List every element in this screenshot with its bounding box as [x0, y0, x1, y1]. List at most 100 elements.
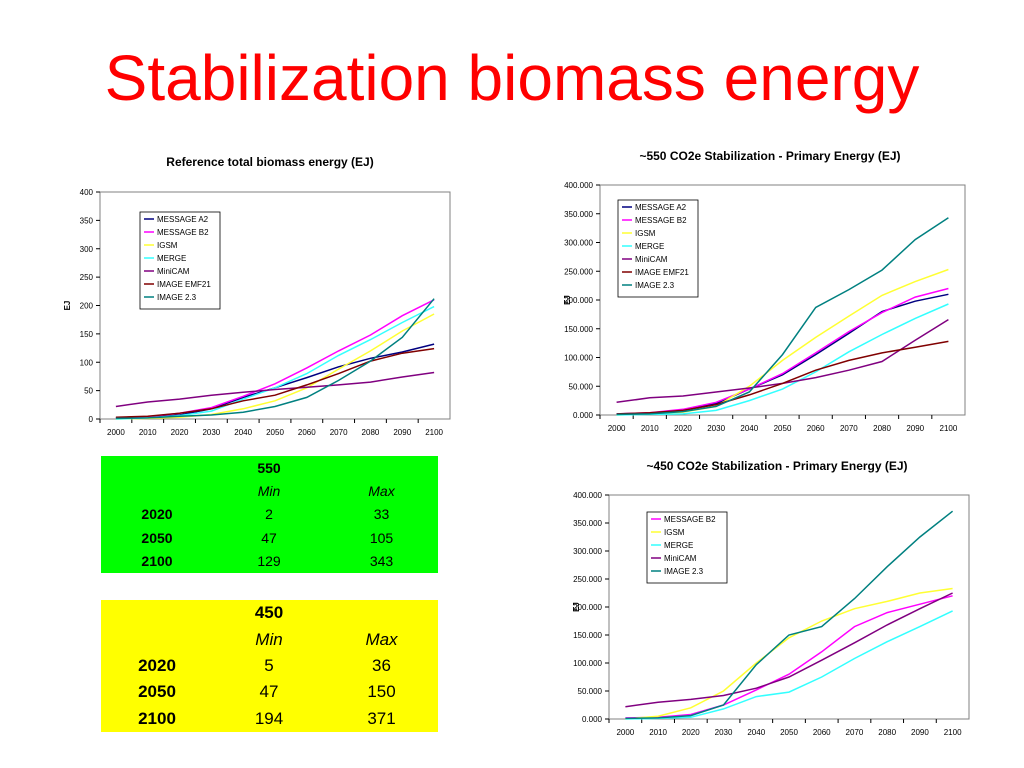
series-line-igsm: [115, 313, 435, 420]
table-550-min: 129: [257, 553, 281, 570]
x-tick-label: 2080: [362, 428, 380, 437]
legend-label: MiniCAM: [157, 267, 190, 276]
y-tick-label: 0: [89, 415, 94, 424]
y-tick-label: 50.000: [578, 687, 603, 696]
y-tick-label: 400.000: [573, 491, 602, 500]
table-450-min: 194: [254, 708, 284, 728]
y-tick-label: 150.000: [573, 631, 602, 640]
y-tick-label: 350: [80, 216, 94, 225]
table-row: 2050 47 150: [101, 679, 438, 705]
legend: MESSAGE A2 MESSAGE B2 IGSM MERGE MiniCAM IMAG…: [617, 199, 699, 298]
table-450-min: 5: [264, 655, 274, 675]
series-line-igsm: [625, 587, 953, 720]
table-550-year: 2100: [141, 553, 173, 570]
y-tick-label: 400: [80, 188, 94, 197]
series-line-image-emf21: [115, 347, 435, 419]
table-row: 2100 129 343: [101, 550, 438, 573]
table-550-max: 105: [369, 529, 394, 546]
y-tick-label: 200: [80, 302, 94, 311]
y-tick-label: 250.000: [573, 575, 602, 584]
legend-label: MERGE: [157, 254, 186, 263]
legend-label: IMAGE 2.3: [157, 293, 197, 302]
table-450-year: 2020: [138, 655, 176, 675]
series-line-minicam: [625, 592, 953, 708]
legend-label: IMAGE 2.3: [664, 567, 704, 576]
x-tick-label: 2060: [813, 728, 831, 737]
table-row: 2050 47 105: [101, 526, 438, 549]
legend-label: IGSM: [635, 229, 656, 238]
x-tick-label: 2030: [715, 728, 733, 737]
legend-label: IGSM: [664, 528, 685, 537]
x-tick-label: 2090: [906, 424, 924, 433]
chart-title: ~550 CO2e Stabilization - Primary Energy…: [639, 149, 900, 163]
table-550-max: 343: [369, 553, 394, 570]
x-tick-label: 2070: [330, 428, 348, 437]
table-550-year: 2020: [141, 506, 173, 523]
table-450-max: 371: [367, 708, 396, 728]
series-line-message-b2: [625, 595, 953, 719]
legend-label: MESSAGE B2: [157, 228, 209, 237]
table-450-min: 47: [259, 682, 279, 702]
series-line-image-emf21: [616, 340, 949, 415]
x-tick-label: 2010: [641, 424, 659, 433]
y-tick-label: 100.000: [564, 354, 593, 363]
chart-550-stabilization: ~550 CO2e Stabilization - Primary Energy…: [540, 148, 980, 443]
x-tick-label: 2070: [846, 728, 864, 737]
x-tick-label: 2040: [740, 424, 758, 433]
x-tick-label: 2020: [171, 428, 189, 437]
x-tick-label: 2030: [202, 428, 220, 437]
chart-450-stabilization: ~450 CO2e Stabilization - Primary Energy…: [552, 459, 982, 745]
x-tick-label: 2010: [649, 728, 667, 737]
y-tick-label: 300.000: [564, 239, 593, 248]
x-tick-label: 2050: [266, 428, 284, 437]
x-tick-label: 2000: [616, 728, 634, 737]
x-tick-label: 2090: [911, 728, 929, 737]
y-tick-label: 400.000: [564, 181, 593, 190]
y-tick-label: 250.000: [564, 267, 593, 276]
table-row: 2020 2 33: [101, 503, 438, 526]
x-tick-label: 2000: [608, 424, 626, 433]
x-tick-label: 2030: [707, 424, 725, 433]
y-tick-label: 50: [84, 387, 93, 396]
y-tick-label: 250: [80, 273, 94, 282]
table-450-max-header: Max: [365, 629, 398, 649]
slide-title: Stabilization biomass energy: [104, 42, 920, 114]
series-line-minicam: [115, 371, 435, 408]
series-line-image-2-3: [115, 298, 435, 420]
x-tick-label: 2100: [940, 424, 958, 433]
legend-label: IMAGE EMF21: [635, 268, 689, 277]
x-tick-label: 2020: [682, 728, 700, 737]
legend-label: MESSAGE B2: [664, 515, 716, 524]
y-tick-label: 300: [80, 245, 94, 254]
legend-label: MESSAGE A2: [157, 215, 209, 224]
y-tick-label: 50.000: [569, 382, 594, 391]
x-tick-label: 2080: [878, 728, 896, 737]
table-550-min: 47: [261, 529, 277, 546]
legend: MESSAGE B2 IGSM MERGE MiniCAM IMAGE 2.3: [646, 511, 728, 584]
table-550-year: 2050: [141, 529, 173, 546]
table-450-max: 150: [367, 682, 396, 702]
y-tick-label: 150: [80, 330, 94, 339]
y-tick-label: 200.000: [573, 603, 602, 612]
table-550-min: 2: [265, 506, 273, 523]
y-tick-label: 200.000: [564, 296, 593, 305]
legend-label: MiniCAM: [664, 554, 697, 563]
chart-reference: Reference total biomass energy (EJ) 0 50 10…: [60, 150, 460, 445]
legend-label: MiniCAM: [635, 255, 668, 264]
chart-title: Reference total biomass energy (EJ): [166, 155, 373, 169]
legend-label: IGSM: [157, 241, 178, 250]
x-tick-label: 2080: [873, 424, 891, 433]
y-tick-label: 0.000: [582, 715, 603, 724]
x-tick-label: 2050: [780, 728, 798, 737]
y-axis-label: EJ: [563, 295, 572, 305]
x-tick-label: 2060: [807, 424, 825, 433]
table-450-year: 2100: [138, 708, 176, 728]
legend-label: MESSAGE B2: [635, 216, 687, 225]
series-line-merge: [625, 610, 953, 720]
legend-label: MERGE: [635, 242, 664, 251]
x-tick-label: 2000: [107, 428, 125, 437]
x-tick-label: 2020: [674, 424, 692, 433]
x-tick-label: 2100: [944, 728, 962, 737]
series-line-image-2-3: [625, 510, 954, 720]
legend: MESSAGE A2 MESSAGE B2 IGSM MERGE MiniCAM IMAG…: [139, 211, 221, 310]
